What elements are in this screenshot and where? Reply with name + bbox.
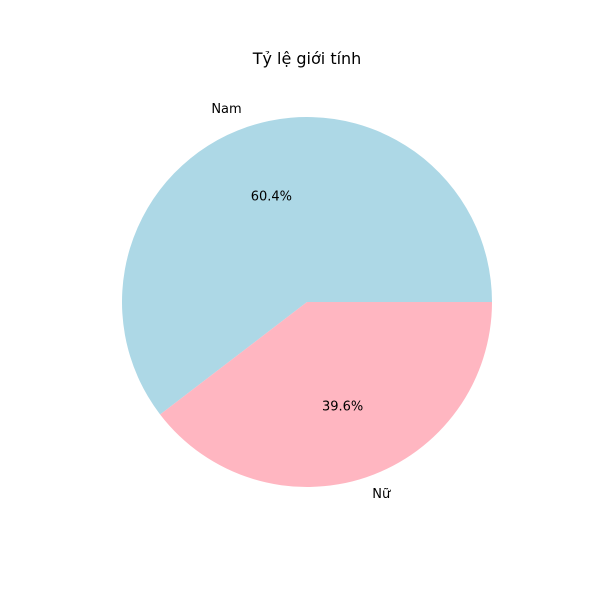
slice-category-label: Nữ [372, 487, 391, 502]
slices-layer [122, 117, 493, 488]
slice-percent-label: 39.6% [322, 400, 363, 415]
pie-slice-2 [160, 302, 493, 488]
slice-category-label: Nam [211, 102, 241, 117]
chart-title: Tỷ lệ giới tính [252, 49, 362, 68]
labels-layer: 60.4% Nam 39.6% Nữ [211, 102, 391, 502]
slice-percent-label: 60.4% [251, 189, 292, 204]
pie-slice-1 [122, 117, 493, 415]
